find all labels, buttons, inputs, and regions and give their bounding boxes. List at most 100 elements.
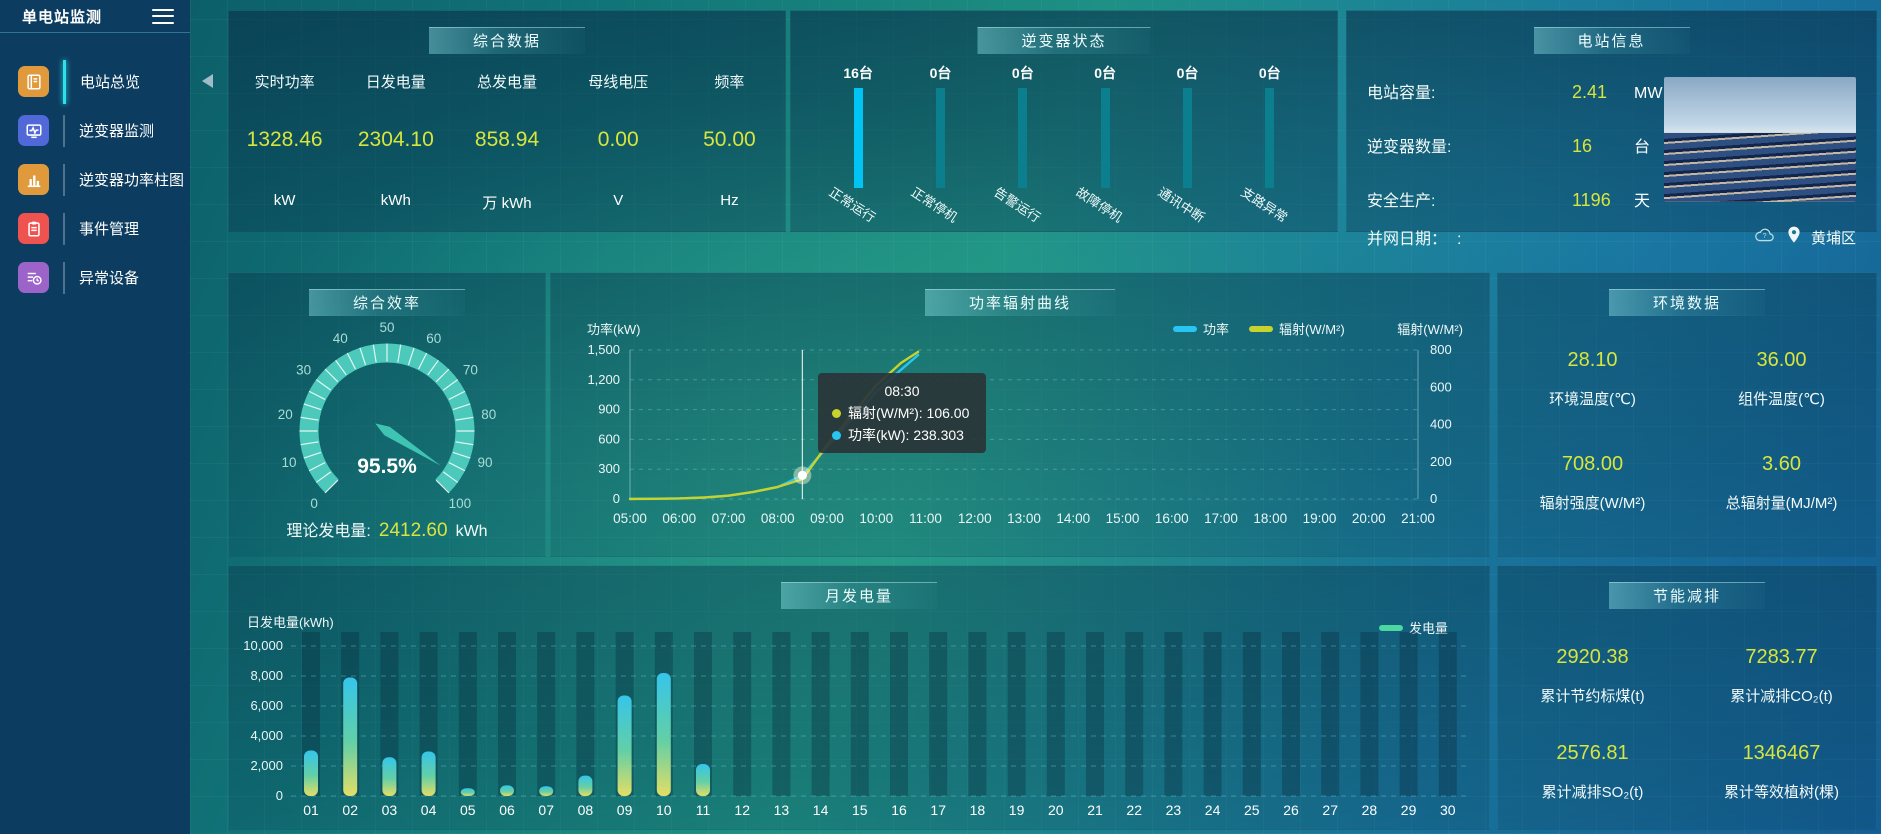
- panel-title: 逆变器状态: [977, 27, 1151, 54]
- inverter-count: 16台: [843, 65, 873, 81]
- svg-text:21:00: 21:00: [1401, 511, 1435, 526]
- district-label[interactable]: 黄埔区: [1810, 229, 1856, 247]
- inverter-status-bar[interactable]: [935, 88, 945, 188]
- efficiency-gauge[interactable]: 0 10 20 30 40 50 60 70 80 90 100 95.5%: [247, 311, 527, 523]
- item-divider: [63, 114, 65, 147]
- svg-text:8,000: 8,000: [250, 668, 283, 683]
- metric-irradiance: 708.00 辐射强度(W/M²): [1539, 453, 1646, 512]
- environment-metrics: 28.10 环境温度(℃) 36.00 组件温度(℃) 708.00 辐射强度(…: [1498, 349, 1876, 513]
- abnormal-devices-icon: [18, 262, 49, 293]
- overview-icon: [18, 66, 49, 97]
- sidebar-item-label: 异常设备: [79, 270, 140, 287]
- sidebar-item-label: 逆变器监测: [79, 123, 155, 140]
- svg-text:17: 17: [930, 802, 946, 818]
- svg-text:20: 20: [278, 407, 293, 422]
- svg-text:22: 22: [1126, 802, 1142, 818]
- panel-summary-data: 综合数据 实时功率 1328.46 kW 日发电量 2304.10 kWh 总发…: [228, 10, 786, 232]
- power-radiation-chart[interactable]: 0 300 600 900 1,200 1,500 0 200 400 600 800 05:00 06…: [551, 273, 1491, 558]
- svg-text:200: 200: [1430, 454, 1452, 469]
- panel-title: 综合效率: [308, 289, 466, 316]
- svg-text:06: 06: [499, 802, 515, 818]
- inverter-power-bars-icon: [18, 164, 49, 195]
- svg-text:0: 0: [1430, 491, 1437, 506]
- event-management-icon: [18, 213, 49, 244]
- metric-daily-generation: 日发电量 2304.10 kWh: [357, 74, 434, 209]
- svg-text:23: 23: [1166, 802, 1182, 818]
- grid-connection-date-row: 并网日期：:: [1367, 231, 1462, 248]
- svg-text:25: 25: [1244, 802, 1260, 818]
- monthly-generation-chart[interactable]: 0 2,000 4,000 6,000 8,000 10,000 01 02 03 04 05 06 0…: [229, 566, 1491, 831]
- panel-environment: 环境数据 28.10 环境温度(℃) 36.00 组件温度(℃) 708.00 …: [1497, 272, 1877, 557]
- svg-text:80: 80: [481, 407, 496, 422]
- sidebar-item-event-management[interactable]: 事件管理: [0, 204, 190, 253]
- generation-legend[interactable]: 发电量: [1379, 618, 1448, 637]
- legend-item-power[interactable]: 功率: [1173, 319, 1229, 338]
- chart-tooltip: 08:30 辐射(W/M²): 106.00 功率(kW): 238.303: [818, 373, 986, 453]
- svg-text:19:00: 19:00: [1303, 511, 1337, 526]
- metric-total-radiation: 3.60 总辐射量(MJ/M²): [1725, 453, 1838, 512]
- station-capacity-row: 电站容量: 2.41 MW: [1367, 82, 1663, 102]
- svg-text:1,500: 1,500: [587, 342, 620, 357]
- svg-text:90: 90: [477, 455, 492, 470]
- sidebar-item-inverter-power-bars[interactable]: 逆变器功率柱图: [0, 155, 190, 204]
- active-indicator: [63, 59, 66, 104]
- inverter-status-bar[interactable]: [1018, 88, 1028, 188]
- inverter-status-bar[interactable]: [1265, 88, 1275, 188]
- svg-text:16:00: 16:00: [1155, 511, 1189, 526]
- inverter-status-bar[interactable]: [1182, 88, 1192, 188]
- svg-text:600: 600: [1430, 379, 1452, 394]
- inverter-count: 0台: [1176, 65, 1199, 81]
- svg-text:28: 28: [1362, 802, 1378, 818]
- svg-text:26: 26: [1283, 802, 1299, 818]
- panel-efficiency: 综合效率 0 10 20 30 40 50 60 70 80 90 100 95.5% 理论发电量: 2…: [228, 272, 546, 557]
- svg-text:29: 29: [1401, 802, 1417, 818]
- svg-text:11: 11: [696, 802, 711, 818]
- metric-module-temp: 36.00 组件温度(℃): [1738, 349, 1825, 408]
- svg-text:02: 02: [342, 802, 358, 818]
- metric-coal-saved: 2920.38 累计节约标煤(t): [1540, 646, 1645, 705]
- location-pin-icon[interactable]: [1786, 225, 1802, 249]
- inverter-status-chart[interactable]: 16台 正常运行 0台 正常停机 0台 告警运行 0台 故障停机 0台 通讯中断 0台 支路异常: [817, 63, 1311, 225]
- svg-text:15: 15: [852, 802, 868, 818]
- svg-text:100: 100: [449, 496, 472, 511]
- inverter-status-column: 0台 正常停机: [899, 63, 981, 225]
- sidebar-item-inverter-monitor[interactable]: 逆变器监测: [0, 106, 190, 155]
- svg-text:10:00: 10:00: [859, 511, 893, 526]
- legend-item-radiation[interactable]: 辐射(W/M²): [1249, 319, 1345, 338]
- station-location: ? 黄埔区: [1753, 225, 1856, 249]
- panel-energy-saving: 节能减排 2920.38 累计节约标煤(t) 7283.77 累计减排CO₂(t…: [1497, 565, 1877, 830]
- svg-text:10,000: 10,000: [243, 638, 283, 653]
- panel-title: 电站信息: [1533, 27, 1690, 54]
- svg-text:800: 800: [1430, 342, 1452, 357]
- svg-text:70: 70: [463, 362, 478, 377]
- svg-text:600: 600: [598, 431, 620, 446]
- inverter-status-column: 16台 正常运行: [817, 63, 899, 225]
- panel-title: 节能减排: [1608, 582, 1766, 609]
- inverter-count: 0台: [1094, 65, 1117, 81]
- panel-title: 环境数据: [1608, 289, 1766, 316]
- metric-realtime-power: 实时功率 1328.46 kW: [246, 74, 323, 209]
- station-photo: [1664, 77, 1856, 202]
- inverter-count: 0台: [929, 65, 952, 81]
- inverter-status-column: 0台 通讯中断: [1146, 63, 1228, 225]
- collapse-panel-arrow[interactable]: [202, 74, 213, 88]
- svg-text:12: 12: [734, 802, 750, 818]
- svg-text:18:00: 18:00: [1253, 511, 1287, 526]
- bar-axis-title: 日发电量(kWh): [247, 615, 334, 630]
- svg-text:05: 05: [460, 802, 476, 818]
- menu-toggle-icon[interactable]: [152, 8, 174, 24]
- svg-text:13: 13: [774, 802, 790, 818]
- svg-text:08: 08: [578, 802, 594, 818]
- sidebar-item-abnormal-devices[interactable]: 异常设备: [0, 253, 190, 302]
- sidebar-item-station-overview[interactable]: 电站总览: [0, 57, 190, 106]
- sidebar-item-label: 逆变器功率柱图: [79, 172, 185, 189]
- weather-icon[interactable]: ?: [1753, 227, 1777, 248]
- metric-so2-reduced: 2576.81 累计减排SO₂(t): [1541, 742, 1644, 801]
- inverter-status-bar[interactable]: [853, 88, 863, 188]
- safe-production-row: 安全生产: 1196 天: [1367, 190, 1651, 210]
- svg-text:14: 14: [813, 802, 829, 818]
- inverter-status-bar[interactable]: [1100, 88, 1110, 188]
- svg-text:0: 0: [310, 496, 318, 511]
- svg-text:2,000: 2,000: [250, 758, 283, 773]
